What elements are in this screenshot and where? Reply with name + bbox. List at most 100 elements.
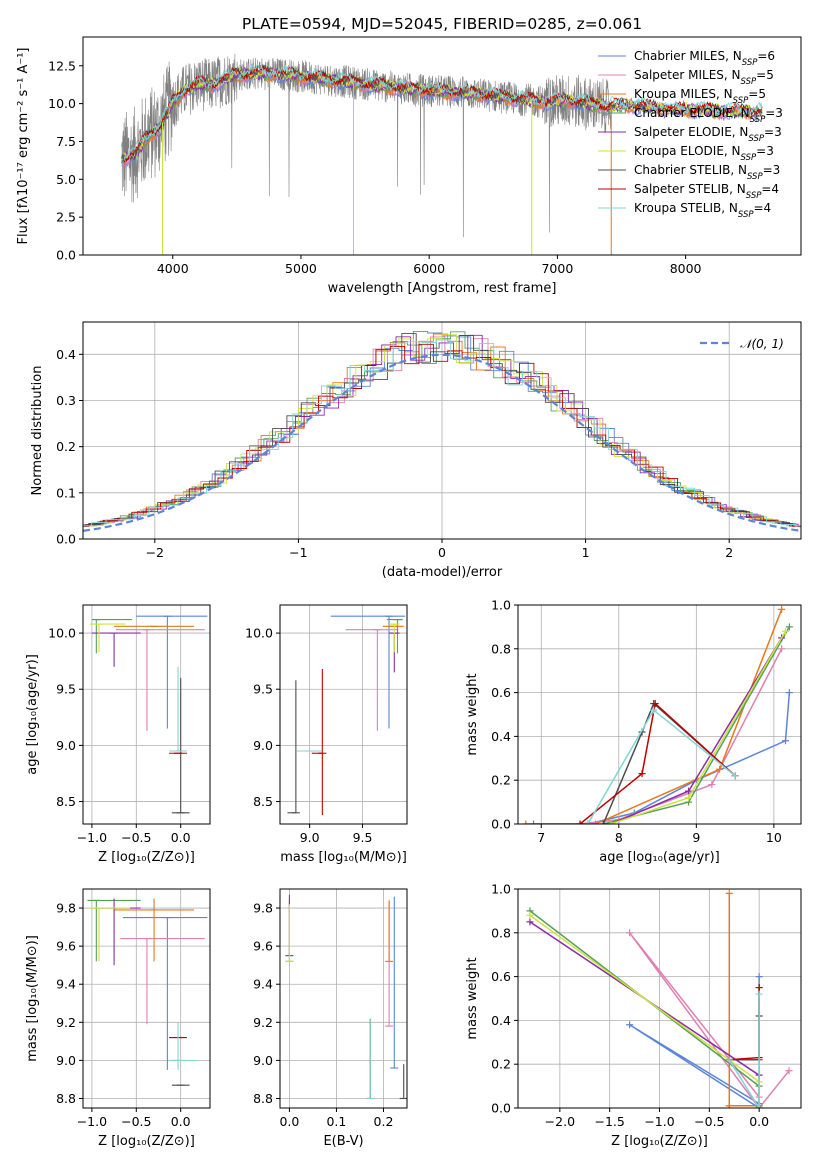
y-tick-label: 7.5 — [56, 134, 76, 149]
plus-marker — [626, 929, 634, 937]
error-bar-point — [90, 907, 131, 962]
plus-marker — [755, 1104, 763, 1108]
y-axis-label: Flux [fλ10⁻¹⁷ erg cm⁻² s⁻¹ A⁻¹] — [16, 48, 31, 245]
x-tick-label: −1.0 — [644, 1114, 674, 1129]
x-tick-label: 4000 — [157, 261, 189, 276]
plus-marker — [755, 984, 763, 992]
error-bar-point — [169, 666, 187, 752]
y-tick-label: 1.0 — [491, 598, 511, 613]
legend-entry: 𝒩(0, 1) — [740, 337, 784, 351]
residual-histogram-4 — [83, 334, 801, 528]
error-bar-point — [91, 619, 132, 654]
y-tick-label: 0.3 — [56, 393, 76, 408]
x-tick-label: 1 — [582, 545, 590, 560]
y-tick-label: 9.0 — [56, 738, 76, 753]
plus-marker — [755, 973, 763, 981]
y-tick-label: 0.4 — [491, 1013, 511, 1028]
x-tick-label: 0 — [438, 545, 446, 560]
y-tick-label: 0.4 — [491, 729, 511, 744]
residual-histogram-8 — [83, 339, 801, 527]
legend-entry: Salpeter ELODIE, NSSP=3 — [634, 125, 782, 144]
series-line-4 — [529, 921, 760, 1108]
y-tick-label: 10.0 — [245, 626, 273, 641]
plus-marker — [708, 781, 716, 789]
mass-weight-vs-metallicity-frame — [517, 888, 802, 1109]
x-axis-label: E(B-V) — [323, 1134, 363, 1149]
residual-histogram-5 — [83, 334, 801, 528]
x-tick-label: 9 — [692, 830, 700, 845]
mass-vs-metallicity-frame — [82, 888, 211, 1109]
gaussian-curve — [83, 353, 801, 532]
plus-marker — [731, 772, 739, 780]
age-vs-mass-plot-area — [287, 615, 405, 816]
y-tick-label: 9.5 — [253, 682, 273, 697]
y-tick-label: 5.0 — [56, 172, 76, 187]
spectrum-plot-area — [121, 53, 763, 255]
y-tick-label: 0.1 — [56, 485, 76, 500]
mass-vs-extinction-plot-area — [285, 894, 407, 1100]
y-tick-label: 9.0 — [56, 1053, 76, 1068]
legend-entry: Kroupa ELODIE, NSSP=3 — [634, 144, 774, 163]
x-axis-label: age [log₁₀(age/yr)] — [599, 850, 720, 865]
y-tick-label: 8.8 — [56, 1091, 76, 1106]
residual-histogram-2 — [83, 333, 801, 527]
x-axis-label: Z [log₁₀(Z/Z⊙)] — [611, 1134, 708, 1149]
y-tick-label: 0.0 — [56, 248, 76, 263]
error-bar-point — [136, 615, 208, 729]
y-tick-label: 8.5 — [56, 794, 76, 809]
residual-plot-area — [83, 330, 801, 532]
legend-entry: Salpeter MILES, NSSP=5 — [634, 68, 774, 87]
y-tick-label: 9.0 — [253, 1053, 273, 1068]
x-tick-label: 8000 — [670, 261, 702, 276]
x-tick-label: −0.5 — [121, 830, 151, 845]
error-bar-point — [90, 623, 126, 653]
mass-weight-vs-metallicity-plot-area — [526, 889, 793, 1108]
x-tick-label: −2 — [146, 545, 164, 560]
plus-marker — [576, 820, 584, 824]
plus-marker — [785, 689, 793, 697]
plus-marker — [626, 1021, 634, 1029]
mass-weight-vs-age-plot-area — [522, 605, 793, 824]
y-axis-label: mass weight — [465, 673, 480, 755]
x-tick-label: −2.0 — [545, 1114, 575, 1129]
series-line-6 — [729, 987, 760, 1061]
x-tick-label: 0.0 — [749, 1114, 769, 1129]
error-bar-point — [171, 678, 190, 814]
x-tick-label: −1.0 — [77, 1114, 107, 1129]
y-tick-label: 8.5 — [253, 794, 273, 809]
chart-title: PLATE=0594, MJD=52045, FIBERID=0285, z=0… — [242, 15, 642, 33]
series-line-0 — [533, 692, 791, 824]
y-axis-label: age [log₁₀(age/yr)] — [25, 654, 40, 775]
legend-entry: Chabrier ELODIE, NSSP=3 — [634, 106, 783, 125]
x-tick-label: 0.2 — [374, 1114, 394, 1129]
plus-marker — [638, 770, 646, 778]
error-bar-point — [122, 917, 208, 1070]
plus-marker — [781, 737, 789, 745]
error-bar-point — [399, 1064, 407, 1100]
x-tick-label: 0.0 — [279, 1114, 299, 1129]
series-line-7 — [729, 987, 760, 1061]
error-bar-point — [285, 904, 294, 962]
x-tick-label: 10 — [766, 830, 782, 845]
x-tick-label: −0.5 — [694, 1114, 724, 1129]
model-spectrum-8 — [123, 63, 763, 161]
y-tick-label: 9.4 — [253, 977, 273, 992]
age-vs-metallicity-frame — [82, 604, 211, 825]
error-bar-point — [386, 619, 403, 654]
y-axis-label: mass [log₁₀(M/M⊙)] — [25, 935, 40, 1062]
residual-histogram-3 — [83, 331, 801, 527]
x-tick-label: 9.5 — [353, 830, 373, 845]
x-tick-label: −0.5 — [121, 1114, 151, 1129]
x-tick-label: 0.0 — [171, 1114, 191, 1129]
error-bar-point — [330, 615, 405, 729]
plus-marker — [725, 1056, 733, 1064]
y-tick-label: 12.5 — [48, 58, 76, 73]
error-bar-point — [311, 669, 327, 816]
mass-vs-metallicity-axes: −1.0 −0.5 0.0 8.8 9.0 9.2 9.4 9.6 9.8 Z [log₁₀(Z/… — [25, 889, 210, 1149]
age-vs-metallicity-plot-area — [90, 615, 208, 814]
error-bar-point — [91, 632, 141, 667]
y-tick-label: 9.2 — [253, 1015, 273, 1030]
y-tick-label: 0.2 — [491, 1057, 511, 1072]
